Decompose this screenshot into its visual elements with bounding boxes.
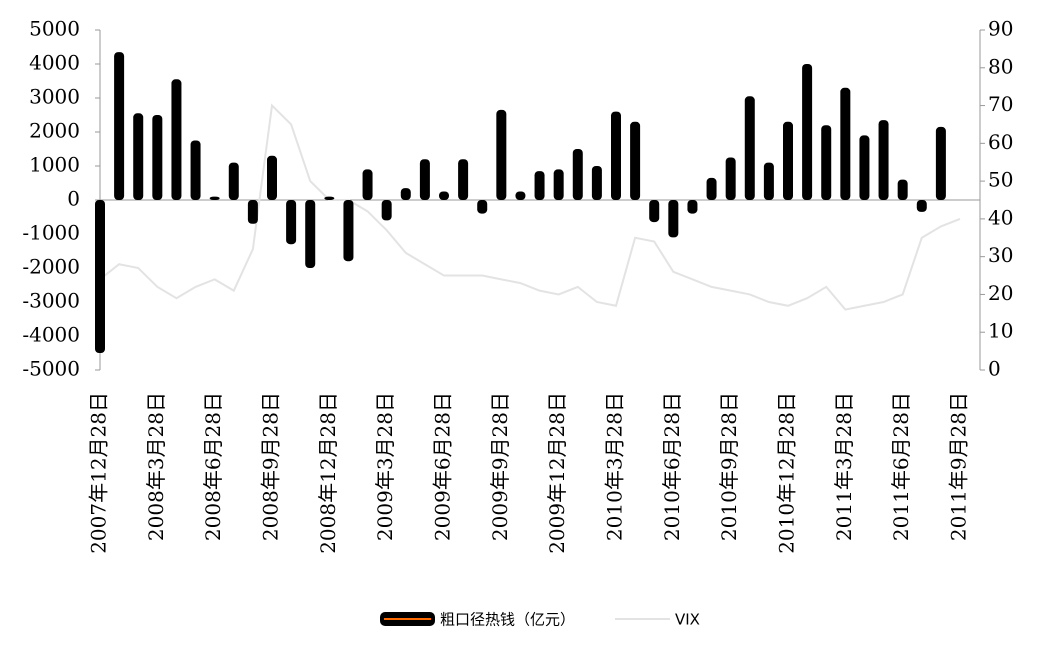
y2-tick-label: 30 <box>988 243 1013 267</box>
bar <box>534 171 545 200</box>
bar <box>840 87 851 200</box>
bar <box>381 200 392 221</box>
bar <box>611 111 621 200</box>
y2-tick-label: 60 <box>988 130 1013 154</box>
y2-tick-label: 80 <box>988 54 1013 78</box>
bar <box>821 125 832 200</box>
x-tick-label: 2011年3月28日 <box>832 392 856 541</box>
bar <box>802 64 813 200</box>
y-tick-label: -1000 <box>22 221 80 245</box>
bar <box>859 135 870 200</box>
bar <box>572 149 583 200</box>
x-tick-label: 2010年12月28日 <box>775 392 799 554</box>
bar <box>916 200 927 212</box>
y-tick-label: -5000 <box>22 357 80 381</box>
y-tick-label: -4000 <box>22 323 80 347</box>
y-tick-label: -3000 <box>22 289 80 313</box>
bar <box>133 113 144 200</box>
y2-tick-label: 40 <box>988 205 1013 229</box>
bar <box>439 191 449 200</box>
bar <box>171 79 182 200</box>
y2-tick-label: 70 <box>988 92 1013 116</box>
y-tick-label: -2000 <box>22 255 80 279</box>
y-tick-label: 4000 <box>29 51 80 75</box>
bar <box>668 200 679 238</box>
bar <box>897 179 908 200</box>
x-tick-label: 2009年6月28日 <box>431 392 455 541</box>
bar <box>305 200 316 268</box>
bar <box>324 196 335 200</box>
x-tick-label: 2010年3月28日 <box>603 392 627 541</box>
y-tick-label: 2000 <box>29 119 80 143</box>
bar <box>591 166 602 200</box>
x-tick-label: 2010年9月28日 <box>717 392 741 541</box>
bar <box>228 162 239 200</box>
x-tick-label: 2007年12月28日 <box>87 392 111 554</box>
x-tick-label: 2008年12月28日 <box>316 392 340 554</box>
bar <box>496 109 507 200</box>
y2-tick-label: 90 <box>988 17 1013 41</box>
bar <box>343 200 354 262</box>
x-tick-label: 2010年6月28日 <box>660 392 684 541</box>
bar <box>152 115 163 200</box>
bar <box>400 188 411 200</box>
bar <box>458 159 469 200</box>
bar <box>783 121 793 200</box>
y-tick-label: 3000 <box>29 85 80 109</box>
y2-tick-label: 20 <box>988 281 1013 305</box>
bar <box>419 159 430 200</box>
x-tick-label: 2009年12月28日 <box>545 392 569 554</box>
x-tick-label: 2009年3月28日 <box>373 392 397 541</box>
y-tick-label: 1000 <box>29 153 80 177</box>
bar <box>95 200 105 353</box>
x-tick-label: 2011年9月28日 <box>947 392 971 541</box>
bar <box>763 162 774 200</box>
bar <box>247 200 258 224</box>
x-tick-label: 2011年6月28日 <box>889 392 913 541</box>
bar <box>190 140 201 200</box>
bar <box>649 200 660 223</box>
bar <box>209 196 220 200</box>
bar <box>114 52 125 200</box>
y-tick-label: 0 <box>67 187 80 211</box>
y2-tick-label: 10 <box>988 319 1013 343</box>
bar <box>744 96 755 200</box>
legend-label: VIX <box>675 611 700 629</box>
y2-tick-label: 50 <box>988 168 1013 192</box>
bar <box>687 200 698 214</box>
legend-label: 粗口径热钱（亿元） <box>440 611 575 629</box>
bar <box>477 200 488 214</box>
x-tick-label: 2008年3月28日 <box>144 392 168 541</box>
y-tick-label: 5000 <box>29 17 80 41</box>
x-tick-label: 2008年9月28日 <box>259 392 283 541</box>
y2-tick-label: 0 <box>988 357 1001 381</box>
bar <box>515 191 526 200</box>
bar <box>878 120 889 200</box>
bar <box>267 155 277 200</box>
bar <box>935 126 946 200</box>
bar <box>630 121 641 200</box>
bar <box>362 169 373 200</box>
bar <box>725 157 736 200</box>
bar <box>553 169 564 200</box>
x-tick-label: 2009年9月28日 <box>488 392 512 541</box>
x-tick-label: 2008年6月28日 <box>201 392 225 541</box>
bar <box>286 200 297 245</box>
vix-line <box>99 103 961 311</box>
bar <box>706 177 717 200</box>
